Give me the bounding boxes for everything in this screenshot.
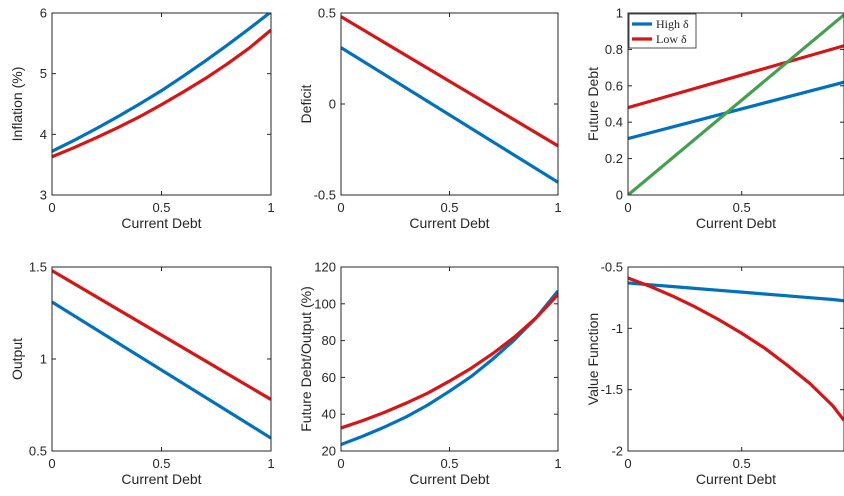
y-tick-label: 60 <box>322 370 336 385</box>
x-axis-label: Current Debt <box>696 471 776 487</box>
axes-frame <box>627 12 844 196</box>
x-axis-label: Current Debt <box>409 215 489 231</box>
series-line-diag <box>628 13 844 195</box>
x-tick-label: 0 <box>48 456 55 471</box>
y-tick-label: 20 <box>322 444 336 459</box>
series-line-low <box>628 276 844 422</box>
y-tick-label: 0 <box>329 97 336 112</box>
y-tick-label: -1.5 <box>601 382 623 397</box>
series-line-high <box>628 80 844 141</box>
x-tick-label: 0 <box>624 200 631 215</box>
y-axis-label: Future Debt <box>585 67 601 141</box>
series-line-high <box>341 46 558 184</box>
chart-panel-6: 0 0.5 -2 -1.5 -1 -0.5 Current Debt Value Functi… <box>585 260 844 487</box>
y-tick-label: 100 <box>314 296 336 311</box>
y-tick-label: -2 <box>611 444 623 459</box>
x-tick-label: 1 <box>267 200 274 215</box>
x-axis-label: Current Debt <box>121 471 201 487</box>
plot-area <box>341 267 558 451</box>
plot-area <box>52 267 271 451</box>
y-tick-label: 5 <box>40 66 47 81</box>
x-tick-label: 0 <box>48 200 55 215</box>
y-tick-label: 1.5 <box>29 260 47 275</box>
x-axis-label: Current Debt <box>696 215 776 231</box>
x-tick-label: 0.5 <box>440 456 458 471</box>
y-tick-label: 1 <box>616 6 623 21</box>
chart-panel-1: 0 0.5 1 3 4 5 6 Current Debt Inflation (%) <box>9 6 275 232</box>
series-line-high <box>52 300 271 440</box>
x-tick-label: 0.5 <box>152 200 170 215</box>
y-tick-label: 0.2 <box>605 151 623 166</box>
x-tick-label: 1 <box>554 456 561 471</box>
series-line-high <box>52 13 271 153</box>
series-line-low <box>341 15 558 148</box>
legend-label-low: Low δ <box>656 32 687 46</box>
y-tick-label: 80 <box>322 333 336 348</box>
series-line-low <box>52 28 271 159</box>
x-tick-label: 0 <box>337 200 344 215</box>
series-line-low <box>341 293 558 430</box>
axes-frame <box>627 266 844 452</box>
y-tick-label: 0.5 <box>318 6 336 21</box>
x-axis-label: Current Debt <box>409 471 489 487</box>
legend-box <box>628 13 697 49</box>
y-tick-label: 120 <box>314 260 336 275</box>
chart-panel-3: 0 0.5 0 0.2 0.4 0.6 0.8 1 Current Debt Future Deb… <box>585 6 844 231</box>
x-tick-label: 0 <box>624 456 631 471</box>
series-line-high <box>628 281 844 303</box>
y-axis-label: Deficit <box>298 84 314 123</box>
series-line-low <box>628 44 844 110</box>
x-axis-label: Current Debt <box>121 215 201 231</box>
y-axis-label: Value Function <box>585 313 601 405</box>
y-tick-label: 3 <box>40 188 47 203</box>
y-tick-label: 4 <box>40 127 47 142</box>
y-tick-label: 0.5 <box>29 444 47 459</box>
y-tick-label: -1 <box>611 321 623 336</box>
y-tick-label: 40 <box>322 407 336 422</box>
y-tick-label: -0.5 <box>601 260 623 275</box>
x-tick-label: 1 <box>554 200 561 215</box>
x-tick-label: 0.5 <box>152 456 170 471</box>
y-tick-label: 0.8 <box>605 42 623 57</box>
y-tick-label: 0.6 <box>605 78 623 93</box>
x-tick-label: 0.5 <box>733 200 751 215</box>
y-axis-label: Inflation (%) <box>9 67 25 142</box>
plot-area <box>341 13 558 195</box>
x-tick-label: 1 <box>267 456 274 471</box>
x-tick-label: 0.5 <box>733 456 751 471</box>
y-axis-label: Output <box>9 338 25 380</box>
y-tick-label: 6 <box>40 6 47 21</box>
plot-area <box>628 267 844 451</box>
x-tick-label: 0.5 <box>440 200 458 215</box>
y-tick-label: 0.4 <box>605 115 623 130</box>
x-tick-label: 0 <box>337 456 344 471</box>
y-tick-label: -0.5 <box>314 188 336 203</box>
y-tick-label: 0 <box>616 188 623 203</box>
y-axis-label: Future Debt/Output (%) <box>298 286 314 432</box>
series-line-low <box>52 269 271 401</box>
y-tick-label: 1 <box>40 352 47 367</box>
legend-label-high: High δ <box>656 17 689 31</box>
